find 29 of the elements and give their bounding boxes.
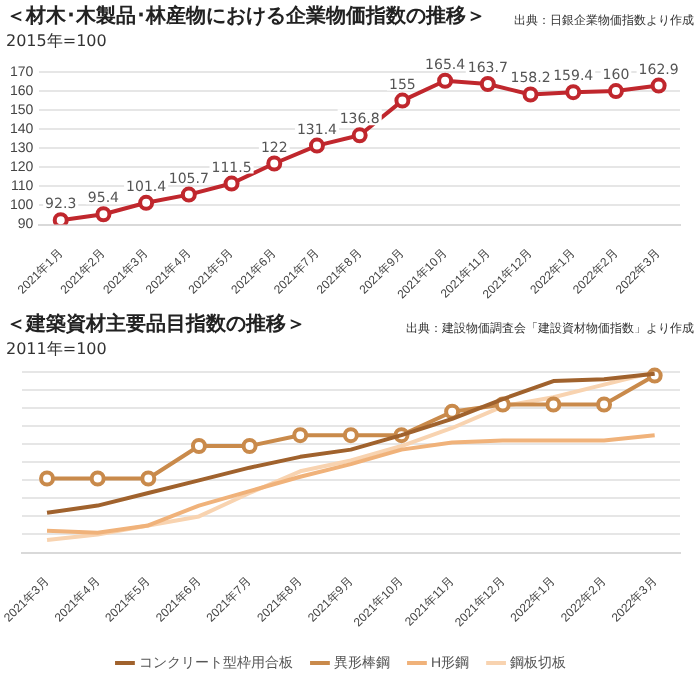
point	[351, 127, 368, 144]
point	[522, 86, 539, 103]
point	[241, 438, 258, 455]
point	[180, 186, 197, 203]
point	[292, 427, 309, 444]
point	[140, 470, 157, 487]
point	[89, 470, 106, 487]
point	[39, 470, 56, 487]
chart-title: ＜材木･木製品･林産物における企業物価指数の推移＞	[6, 2, 486, 30]
point	[596, 396, 613, 413]
point	[437, 72, 454, 89]
point	[308, 137, 325, 154]
point	[342, 427, 359, 444]
y-axis-title: 2011年=100	[4, 338, 109, 360]
point	[444, 403, 461, 420]
point	[545, 396, 562, 413]
point	[52, 212, 69, 225]
point	[95, 206, 112, 223]
point	[479, 76, 496, 93]
point	[650, 77, 667, 94]
point	[223, 175, 240, 192]
point	[190, 438, 207, 455]
point	[607, 83, 624, 100]
point	[266, 155, 283, 172]
point	[394, 92, 411, 109]
y-axis-title: 2015年=100	[4, 30, 109, 52]
point	[565, 84, 582, 101]
chart-title: ＜建築資材主要品目指数の推移＞	[6, 310, 306, 338]
point	[138, 194, 155, 211]
